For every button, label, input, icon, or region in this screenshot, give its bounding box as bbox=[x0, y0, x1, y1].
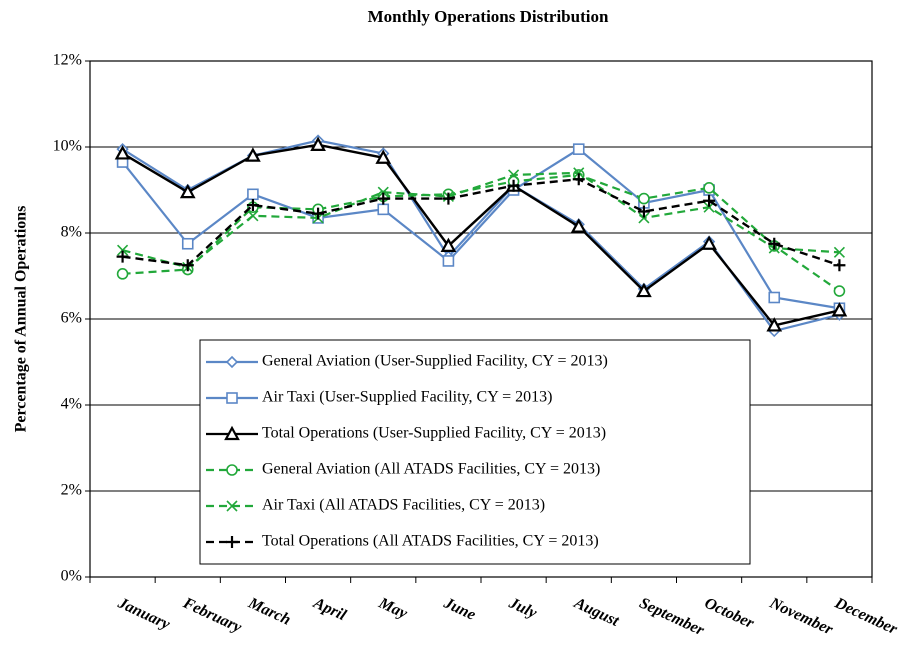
marker bbox=[638, 192, 650, 205]
y-tick-label: 10% bbox=[53, 138, 82, 155]
marker bbox=[833, 259, 846, 272]
y-tick-label: 8% bbox=[61, 224, 82, 241]
marker bbox=[377, 186, 389, 198]
x-tick-label: December bbox=[831, 594, 900, 638]
x-tick-label: May bbox=[375, 594, 410, 623]
marker bbox=[768, 291, 781, 304]
marker bbox=[116, 268, 129, 280]
marker bbox=[637, 205, 650, 218]
marker bbox=[570, 218, 587, 233]
marker bbox=[114, 145, 131, 160]
series-line bbox=[121, 143, 840, 327]
legend-marker bbox=[224, 425, 240, 441]
marker bbox=[573, 167, 585, 179]
legend-label: General Aviation (User-Supplied Facility… bbox=[262, 353, 608, 370]
marker bbox=[116, 250, 129, 263]
marker bbox=[377, 203, 390, 216]
legend-marker bbox=[226, 536, 238, 548]
y-tick-label: 2% bbox=[61, 482, 82, 499]
y-tick-label: 4% bbox=[61, 396, 82, 413]
legend-marker bbox=[226, 500, 238, 512]
x-tick-label: November bbox=[766, 594, 836, 639]
x-tick-label: March bbox=[245, 594, 293, 629]
marker bbox=[442, 255, 455, 267]
marker bbox=[117, 244, 129, 256]
x-tick-label: June bbox=[440, 594, 478, 624]
x-tick-label: April bbox=[310, 594, 349, 624]
x-tick-label: August bbox=[571, 594, 622, 630]
y-tick-label: 6% bbox=[61, 310, 82, 327]
x-tick-label: October bbox=[702, 595, 757, 633]
legend-marker bbox=[226, 464, 238, 476]
marker bbox=[442, 192, 455, 205]
marker bbox=[636, 282, 652, 298]
y-tick-label: 12% bbox=[53, 52, 82, 69]
marker bbox=[245, 147, 261, 162]
legend-marker bbox=[226, 392, 238, 404]
marker bbox=[181, 237, 194, 250]
series-line bbox=[121, 147, 840, 310]
marker bbox=[440, 237, 457, 252]
legend-label: Total Operations (All ATADS Facilities, … bbox=[262, 533, 599, 550]
marker bbox=[703, 182, 715, 194]
marker bbox=[703, 194, 716, 207]
legend-marker bbox=[225, 355, 239, 369]
marker bbox=[768, 237, 781, 250]
legend-box bbox=[199, 339, 751, 565]
marker bbox=[377, 192, 390, 205]
y-tick-label: 0% bbox=[61, 568, 82, 585]
legend-label: Air Taxi (User-Supplied Facility, CY = 2… bbox=[262, 389, 553, 406]
legend-label: Air Taxi (All ATADS Facilities, CY = 201… bbox=[262, 497, 545, 514]
y-axis-label: Percentage of Annual Operations bbox=[13, 206, 30, 433]
marker bbox=[246, 199, 259, 212]
marker bbox=[638, 212, 650, 224]
marker bbox=[833, 285, 846, 297]
marker bbox=[247, 210, 259, 222]
marker bbox=[247, 188, 259, 201]
marker bbox=[181, 259, 194, 272]
marker bbox=[833, 246, 845, 258]
legend-label: Total Operations (User-Supplied Facility… bbox=[262, 425, 606, 442]
x-tick-label: January bbox=[114, 594, 173, 634]
marker bbox=[766, 317, 783, 332]
marker bbox=[375, 149, 392, 164]
series-line bbox=[122, 171, 840, 269]
legend-label: General Aviation (All ATADS Facilities, … bbox=[262, 461, 600, 478]
marker bbox=[312, 207, 325, 220]
chart-title: Monthly Operations Distribution bbox=[368, 7, 609, 26]
marker bbox=[507, 179, 520, 192]
marker bbox=[831, 302, 848, 317]
marker bbox=[572, 143, 585, 155]
x-tick-label: July bbox=[505, 594, 540, 622]
x-tick-label: February bbox=[180, 594, 245, 637]
marker bbox=[310, 136, 326, 151]
x-tick-label: September bbox=[637, 595, 708, 640]
marker bbox=[508, 169, 520, 181]
marker bbox=[179, 183, 196, 199]
marker bbox=[701, 235, 717, 250]
marker bbox=[572, 173, 585, 186]
